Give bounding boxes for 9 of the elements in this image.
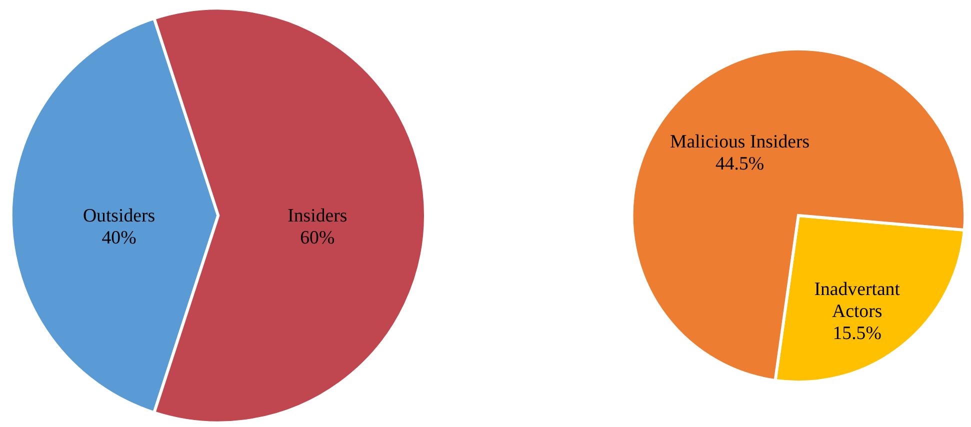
slice-label: Inadvertant Actors bbox=[814, 279, 901, 322]
data-label: 15.5% bbox=[832, 322, 882, 344]
data-label: 60% bbox=[300, 227, 335, 248]
slice-label: Insiders bbox=[288, 205, 348, 226]
pie-slice bbox=[630, 47, 966, 382]
slice-label: Outsiders bbox=[82, 205, 156, 226]
data-label: 44.5% bbox=[715, 154, 764, 175]
data-label: 40% bbox=[102, 227, 137, 248]
slice-label: Malicious Insiders bbox=[670, 132, 810, 153]
